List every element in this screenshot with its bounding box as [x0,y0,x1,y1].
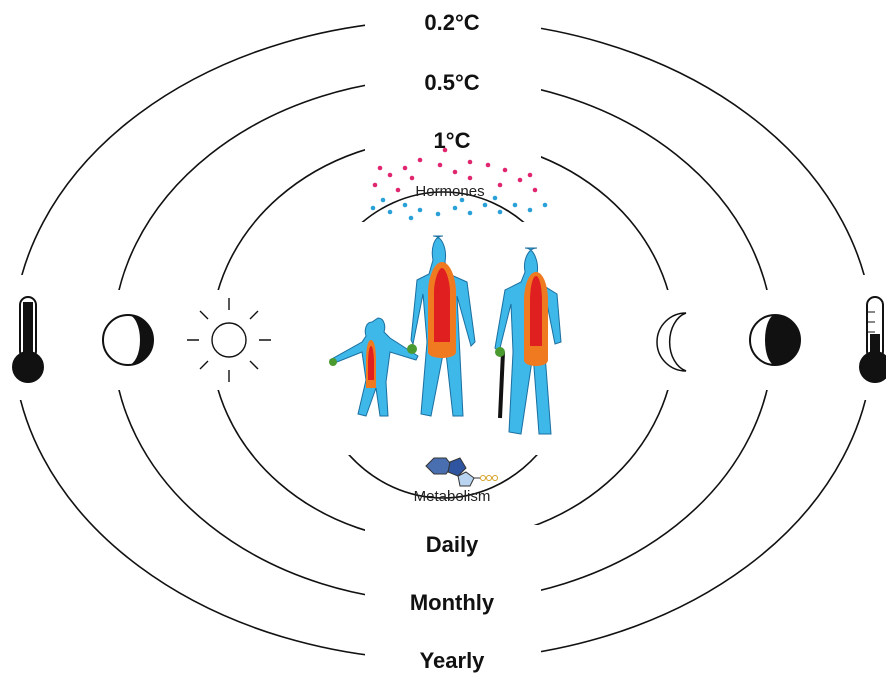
ring-label: Yearly [420,648,486,673]
dot [396,188,401,193]
molecule [426,458,498,486]
dot [543,203,548,208]
dot [443,148,448,153]
dot [513,203,518,208]
dot [403,166,408,171]
dot [453,206,458,211]
dot [486,163,491,168]
dot [518,178,523,183]
dot [378,166,383,171]
ring-label: 1°C [434,128,471,153]
ring-label: Monthly [410,590,495,615]
metabolism-label: Metabolism [414,488,491,505]
dot [493,196,498,201]
dot [528,173,533,178]
dot [409,216,414,221]
dot [371,206,376,211]
people [329,236,561,434]
hormones-label: Hormones [415,183,484,200]
dot [373,183,378,188]
dot [410,176,415,181]
dot [460,198,465,203]
dot [418,158,423,163]
ring-label: 0.2°C [424,10,479,35]
half-moon-right [750,315,800,365]
dot [418,208,423,213]
dot [483,203,488,208]
dot [528,208,533,213]
ring-label: Daily [426,532,479,557]
dot [388,210,393,215]
dot [453,170,458,175]
dot [388,173,393,178]
dot [381,198,386,203]
dot [468,160,473,165]
dot [438,163,443,168]
dot [533,188,538,193]
dot [436,212,441,217]
ring-label: 0.5°C [424,70,479,95]
dot [503,168,508,173]
half-moon-left [103,315,153,365]
dot [468,176,473,181]
dot [498,183,503,188]
dot [403,203,408,208]
diagram: 0.2°C 0.5°C 1°C Daily Monthly Yearly Hor… [0,0,886,673]
dot [468,211,473,216]
dot [498,210,503,215]
